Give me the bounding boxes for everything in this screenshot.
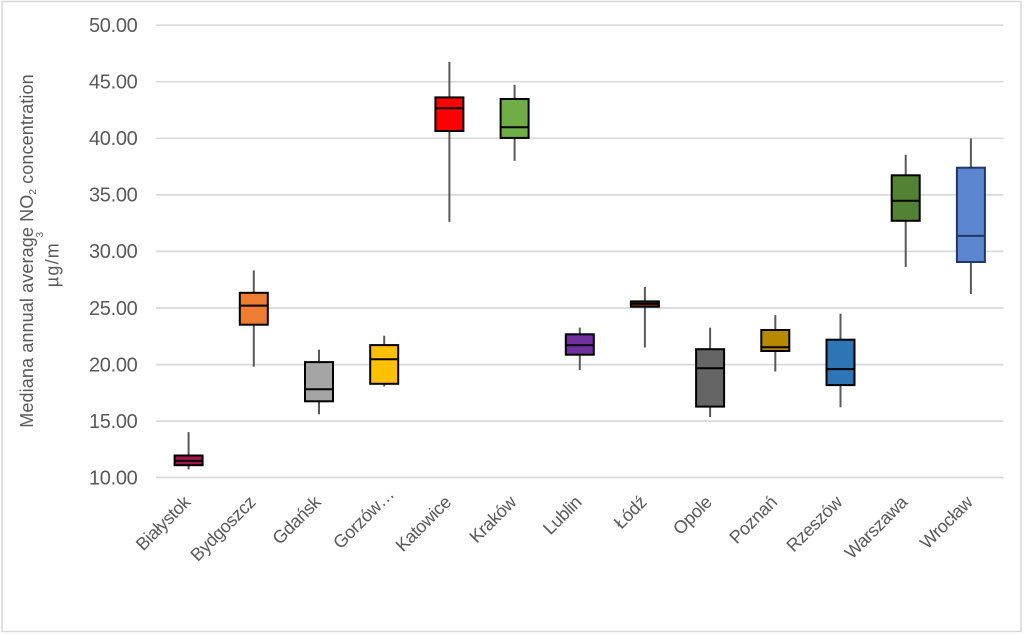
svg-text:20.00: 20.00 — [89, 354, 138, 376]
svg-text:35.00: 35.00 — [89, 185, 138, 207]
svg-text:25.00: 25.00 — [89, 298, 138, 320]
svg-text:10.00: 10.00 — [89, 467, 138, 489]
svg-text:Mediana annual average NO2 con: Mediana annual average NO2 concentration — [17, 74, 39, 428]
svg-text:45.00: 45.00 — [89, 72, 138, 94]
svg-text:30.00: 30.00 — [89, 241, 138, 263]
svg-text:50.00: 50.00 — [89, 15, 138, 37]
svg-text:40.00: 40.00 — [89, 128, 138, 150]
svg-text:15.00: 15.00 — [89, 411, 138, 433]
